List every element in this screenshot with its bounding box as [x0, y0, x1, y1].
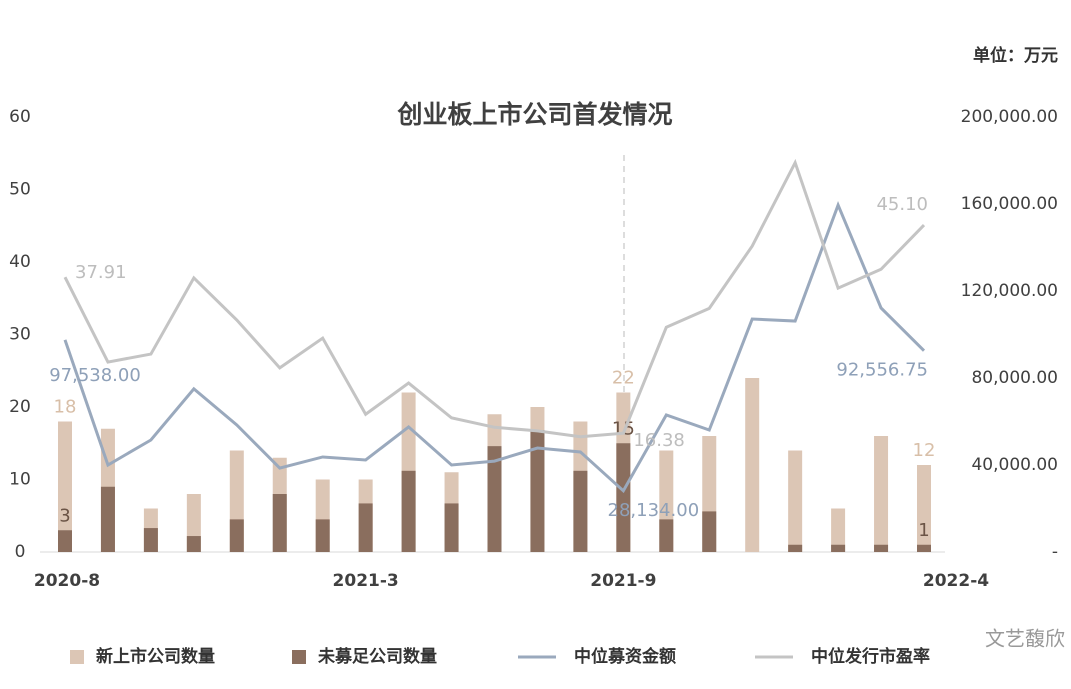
bar — [186, 536, 201, 552]
value-label: 16.38 — [633, 430, 685, 451]
bar — [702, 511, 717, 552]
bar — [358, 503, 373, 552]
value-label: 37.91 — [75, 262, 127, 283]
x-tick-label: 2022-4 — [923, 571, 989, 591]
y-tick-label: 50 — [9, 180, 31, 200]
chart-title: 创业板上市公司首发情况 — [396, 100, 672, 129]
y-tick-label: 0 — [15, 542, 26, 562]
bar — [659, 519, 674, 552]
y2-tick-label: 80,000.00 — [971, 368, 1058, 388]
bar — [831, 544, 846, 552]
y2-tick-label: 160,000.00 — [961, 194, 1058, 214]
value-label: 3 — [59, 505, 70, 526]
value-label: 97,538.00 — [49, 365, 141, 386]
bar — [143, 528, 158, 552]
bar — [229, 519, 244, 552]
bar — [874, 436, 889, 552]
value-label: 18 — [54, 397, 77, 418]
y-tick-label: 10 — [9, 470, 31, 490]
legend-swatch — [70, 650, 84, 664]
bar — [100, 486, 115, 552]
bar — [58, 421, 72, 552]
value-label: 92,556.75 — [836, 360, 928, 381]
bar — [874, 544, 889, 552]
x-tick-label: 2020-8 — [34, 571, 100, 591]
unit-label: 单位：万元 — [973, 45, 1058, 66]
bar — [401, 470, 416, 552]
value-label: 45.10 — [876, 194, 928, 215]
legend-swatch — [292, 650, 306, 664]
legend-label: 中位发行市盈率 — [811, 646, 930, 667]
legend-label: 未募足公司数量 — [317, 646, 437, 667]
y2-tick-label: 200,000.00 — [961, 107, 1058, 127]
value-label: 15 — [612, 418, 635, 439]
bar — [487, 446, 502, 552]
value-label: 1 — [918, 520, 929, 541]
y2-tick-label: - — [1052, 542, 1058, 562]
bar — [831, 508, 846, 552]
bar — [58, 530, 72, 552]
y-tick-label: 40 — [9, 252, 31, 272]
value-label: 12 — [913, 440, 936, 461]
bar — [917, 465, 931, 552]
legend-label: 中位募资金额 — [574, 646, 676, 667]
x-tick-label: 2021-9 — [590, 571, 656, 591]
y2-tick-label: 40,000.00 — [971, 455, 1058, 475]
bar — [444, 503, 459, 552]
legend-label: 新上市公司数量 — [96, 646, 215, 667]
bar — [788, 450, 803, 552]
y-tick-label: 60 — [9, 107, 31, 127]
bar — [917, 544, 931, 552]
x-tick-label: 2021-3 — [333, 571, 399, 591]
value-label: 22 — [612, 368, 635, 389]
value-label: 28,134.00 — [608, 500, 700, 521]
bar — [272, 494, 287, 552]
bar — [573, 470, 588, 552]
line — [63, 158, 926, 439]
y2-tick-label: 120,000.00 — [961, 281, 1058, 301]
y-tick-label: 30 — [9, 325, 31, 345]
y-tick-label: 20 — [9, 397, 31, 417]
watermark: 文艺馥欣 — [985, 627, 1065, 651]
bar — [616, 443, 631, 552]
bar — [745, 378, 760, 552]
bar — [315, 519, 330, 552]
line — [63, 200, 926, 494]
bar — [530, 430, 545, 552]
bar — [788, 544, 803, 552]
